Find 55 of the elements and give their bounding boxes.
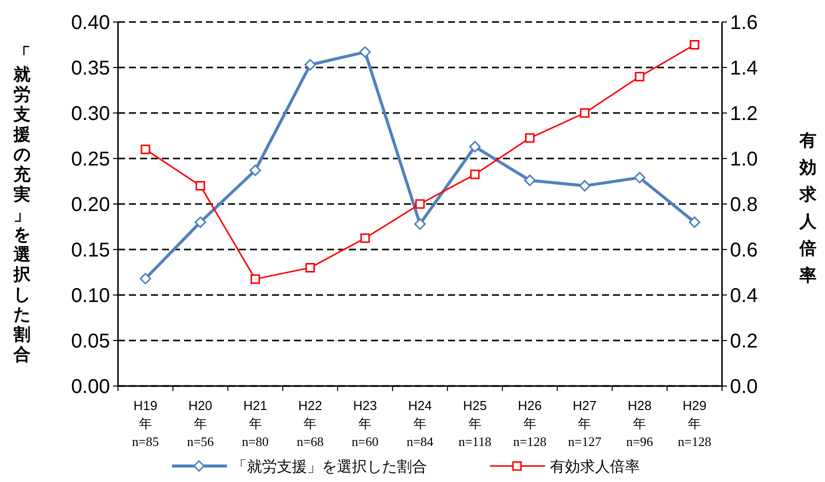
point bbox=[250, 274, 260, 284]
legend-label: 「就労支援」を選択した割合 bbox=[232, 458, 427, 476]
point bbox=[634, 72, 644, 82]
point bbox=[578, 180, 590, 192]
point bbox=[305, 262, 315, 272]
y-tick-label: 0.35 bbox=[71, 58, 110, 80]
point bbox=[469, 140, 481, 152]
point bbox=[634, 172, 646, 184]
point bbox=[414, 218, 426, 230]
y2-tick-label: 1.4 bbox=[730, 58, 758, 80]
y2-tick-label: 1.0 bbox=[730, 148, 758, 170]
y-tick-label: 0.15 bbox=[71, 240, 110, 262]
point bbox=[524, 174, 536, 186]
x-tick-label: H20 年 n=56 bbox=[186, 398, 214, 449]
y2-tick-label: 0.0 bbox=[730, 376, 758, 398]
y-tick-label: 0.20 bbox=[71, 194, 110, 216]
y-tick-label: 0.25 bbox=[71, 148, 110, 170]
x-tick-label: H27 年 n=127 bbox=[568, 398, 602, 449]
y2-tick-label: 0.2 bbox=[730, 330, 758, 352]
x-tick-label: H25 年 n=118 bbox=[458, 398, 492, 449]
x-tick-label: H24 年 n=84 bbox=[406, 398, 434, 449]
y2-axis-title: 有効求人倍率 bbox=[798, 130, 818, 285]
point bbox=[690, 40, 700, 50]
x-tick-label: H19 年 n=85 bbox=[132, 398, 159, 449]
point bbox=[360, 233, 370, 243]
point bbox=[250, 164, 262, 176]
y2-tick-label: 0.8 bbox=[730, 194, 758, 216]
legend-label: 有効求人倍率 bbox=[550, 458, 640, 476]
y-tick-label: 0.10 bbox=[71, 285, 110, 307]
x-tick-label: H21 年 n=80 bbox=[242, 398, 269, 449]
y2-tick-label: 1.6 bbox=[730, 12, 758, 34]
point bbox=[359, 46, 371, 58]
point bbox=[140, 144, 150, 154]
y2-tick-label: 0.6 bbox=[730, 240, 758, 262]
point bbox=[580, 108, 590, 118]
point bbox=[304, 59, 316, 71]
x-tick-label: H23 年 n=60 bbox=[352, 398, 379, 449]
point bbox=[470, 170, 480, 180]
point bbox=[140, 272, 152, 284]
point bbox=[688, 216, 700, 228]
y-tick-label: 0.40 bbox=[71, 12, 110, 34]
x-tick-label: H22 年 n=68 bbox=[296, 398, 324, 449]
y-tick-label: 0.00 bbox=[71, 376, 110, 398]
y2-tick-label: 0.4 bbox=[730, 285, 758, 307]
y-tick-label: 0.05 bbox=[71, 330, 110, 352]
x-tick-label: H28 年 n=96 bbox=[626, 398, 654, 449]
point bbox=[525, 133, 535, 143]
point bbox=[196, 181, 206, 191]
point bbox=[194, 216, 206, 228]
y-tick-label: 0.30 bbox=[71, 103, 110, 125]
y2-tick-label: 1.2 bbox=[730, 103, 758, 125]
x-tick-label: H26 年 n=128 bbox=[513, 398, 546, 449]
x-tick-label: H29 年 n=128 bbox=[678, 398, 712, 449]
point bbox=[415, 199, 425, 209]
text: 「就労支援の充実」を選択した割合 bbox=[14, 44, 30, 364]
